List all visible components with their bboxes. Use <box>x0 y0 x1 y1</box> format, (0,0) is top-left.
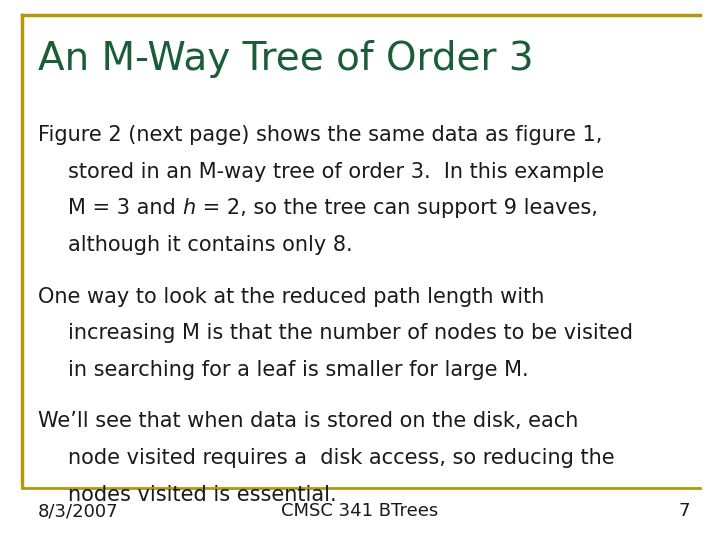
Text: An M-Way Tree of Order 3: An M-Way Tree of Order 3 <box>38 40 534 78</box>
Text: although it contains only 8.: although it contains only 8. <box>68 235 353 255</box>
Text: M = 3 and: M = 3 and <box>68 198 182 219</box>
Text: CMSC 341 BTrees: CMSC 341 BTrees <box>282 502 438 520</box>
Text: One way to look at the reduced path length with: One way to look at the reduced path leng… <box>38 287 544 307</box>
Text: 8/3/2007: 8/3/2007 <box>38 502 119 520</box>
Text: = 2, so the tree can support 9 leaves,: = 2, so the tree can support 9 leaves, <box>196 198 598 219</box>
Text: We’ll see that when data is stored on the disk, each: We’ll see that when data is stored on th… <box>38 411 578 431</box>
Text: 7: 7 <box>678 502 690 520</box>
Text: node visited requires a  disk access, so reducing the: node visited requires a disk access, so … <box>68 448 615 468</box>
Text: Figure 2 (next page) shows the same data as figure 1,: Figure 2 (next page) shows the same data… <box>38 125 603 145</box>
Text: h: h <box>182 198 196 219</box>
Text: in searching for a leaf is smaller for large M.: in searching for a leaf is smaller for l… <box>68 360 528 380</box>
Text: increasing M is that the number of nodes to be visited: increasing M is that the number of nodes… <box>68 323 633 343</box>
Text: nodes visited is essential.: nodes visited is essential. <box>68 485 337 505</box>
Text: stored in an M-way tree of order 3.  In this example: stored in an M-way tree of order 3. In t… <box>68 161 604 182</box>
